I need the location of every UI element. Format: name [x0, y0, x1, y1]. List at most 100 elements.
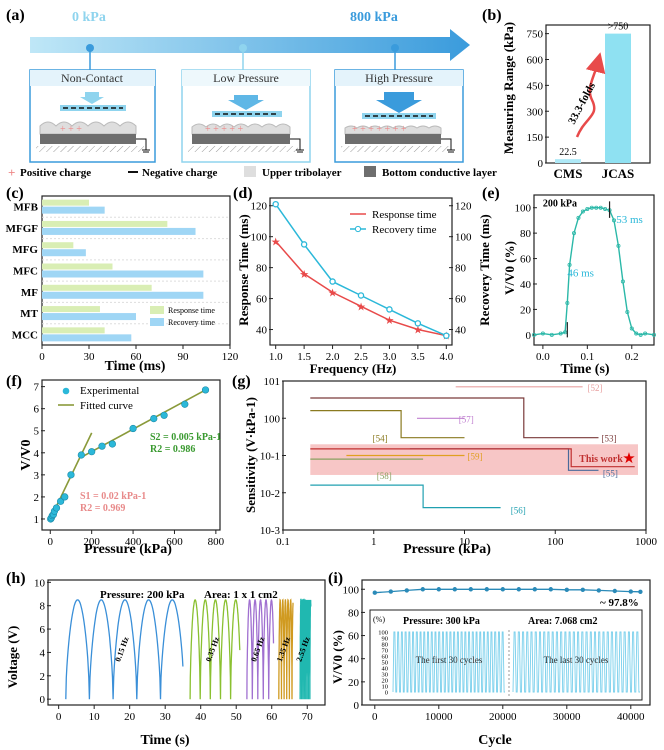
g-series-label: [52]: [587, 383, 602, 393]
f-legend-fit: Fitted curve: [80, 400, 133, 412]
arrow-down-icon: [376, 92, 422, 113]
panel-c: (c) 0 30 60 90 120 MFB MFGF MFG MFC MF MT MCC Respon…: [6, 185, 239, 374]
b-ytick-label: 750: [527, 29, 544, 41]
f-data-point: [67, 471, 75, 479]
state-pin-dot-3: [391, 44, 399, 52]
state-box-low-pressure: Low Pressure + + + + +: [181, 69, 311, 163]
i-inset-ytick-label: 30: [382, 672, 389, 679]
i-retention-point: [580, 587, 585, 593]
f-ytick-label: 7: [34, 382, 40, 394]
state-box-non-contact: Non-Contact + + +: [29, 69, 156, 163]
h-ytick-label: 2: [40, 671, 46, 683]
panel-label-c: (c): [6, 185, 24, 202]
e-signal-point: [572, 231, 577, 236]
e-ytick-label: 0: [526, 330, 532, 342]
c-bar-response-mt: [42, 306, 100, 313]
g-ytick-label: 10-1: [260, 451, 280, 463]
i-inset-ytick-label: 20: [382, 678, 389, 685]
e-signal-point: [567, 262, 572, 267]
d-xlabel: Frequency (Hz): [310, 361, 397, 376]
state-pin-dot-1: [86, 44, 94, 52]
d-xtick-label: 3.0: [383, 351, 397, 363]
f-data-point: [52, 504, 61, 512]
b-xtick-label: JCAS: [602, 166, 635, 181]
d-point-response: ★: [271, 236, 281, 248]
i-inset-first-label: The first 30 cycles: [416, 655, 483, 665]
f-xtick-label: 800: [208, 536, 225, 548]
e-annotation-fall-time: 53 ms: [616, 214, 643, 226]
b-bar-label: 22.5: [559, 147, 577, 158]
c-bar-recovery-mfg: [42, 249, 86, 257]
f-xtick-label: 400: [125, 536, 142, 548]
b-ytick-label: 300: [527, 106, 544, 118]
d-legend-response: Response time: [372, 209, 437, 221]
d-ylabel-right: Recovery Time (ms): [477, 214, 492, 325]
panel-f: (f) 1 2 3 4 5 6 7 0 200 400 600 800 Experimental Fitt…: [6, 373, 225, 557]
c-xtick-label: 30: [84, 351, 96, 363]
i-inset-area: Area: 7.068 cm2: [528, 616, 598, 627]
i-retention-point: [628, 589, 633, 594]
d-ytick-left-label: 80: [256, 263, 268, 275]
pressure-start-label: 0 kPa: [72, 10, 106, 25]
fold-increase-arrow: [575, 52, 606, 138]
c-xtick-label: 60: [131, 351, 143, 363]
e-signal-point: [634, 331, 639, 336]
state-pin-dot-2: [239, 44, 247, 52]
e-ytick-label: 100: [515, 203, 532, 215]
f-ytick-label: 4: [34, 448, 40, 460]
d-point-recovery: [414, 320, 422, 327]
e-signal-point: [629, 326, 634, 331]
e-axes-frame: [533, 194, 655, 346]
f-legend-marker-experimental: [62, 387, 70, 395]
d-point-response: ★: [385, 315, 395, 327]
g-ylabel: Sensitivity (V·kPa-1): [243, 397, 258, 513]
h-annotation-pressure: Pressure: 200 kPa: [100, 589, 185, 601]
h-frequency-label: 0.35 Hz: [204, 635, 221, 663]
d-xtick-label: 2.5: [354, 351, 368, 363]
h-xtick-label: 10: [89, 711, 101, 723]
h-annotation-area: Area: 1 x 1 cm2: [204, 589, 278, 601]
d-ytick-left-label: 100: [251, 232, 268, 244]
h-signal-2-55-Hz: [299, 598, 312, 700]
i-retention-point: [484, 587, 489, 592]
d-ytick-left-label: 120: [251, 201, 268, 213]
i-retention-point: [420, 587, 425, 592]
g-ytick-label: 100: [264, 413, 281, 425]
e-signal-point: [612, 218, 617, 223]
e-signal-point: [532, 332, 537, 337]
i-inset-ytick-label: 70: [382, 648, 389, 655]
e-signal-point: [643, 331, 648, 336]
f-data-point: [61, 493, 69, 501]
panel-label-b: (b): [482, 7, 502, 24]
g-series-label: [54]: [373, 434, 388, 444]
c-bar-recovery-mt: [42, 313, 136, 321]
panel-d: (d) 40 60 80 100 120 40 60 80 100 120 1.0 1.5 2.0 2.5…: [233, 185, 492, 376]
c-xtick-label: 120: [222, 351, 239, 363]
e-annotation-rise-time: 46 ms: [567, 267, 594, 279]
e-signal-point: [558, 331, 563, 336]
e-signal-point: [580, 209, 585, 214]
panel-a: (a) 0 kPa 800 kPa Non-Contact + + +: [6, 7, 497, 180]
i-retention-point: [436, 587, 441, 592]
h-xtick-label: 60: [266, 711, 278, 723]
panel-e: (e) 0 20 40 60 80 100 0.0 0.1 0.2 200 kPa 53 ms 46 …: [482, 185, 657, 377]
panel-a-legend: + Positive charge Negative charge Upper …: [8, 165, 497, 180]
h-ytick-label: 0: [40, 694, 46, 706]
e-xtick-label: 0.1: [580, 351, 594, 363]
h-signal-1-35-Hz: [278, 598, 294, 700]
g-xtick-label: 10: [459, 536, 471, 548]
c-bar-recovery-mf: [42, 291, 204, 299]
h-xlabel: Time (s): [140, 733, 189, 748]
star-icon: ★: [622, 451, 635, 467]
panel-label-a: (a): [6, 7, 25, 24]
i-xtick-label: 10000: [425, 711, 453, 723]
d-legend-marker-recovery: [354, 225, 362, 233]
i-retention-point: [612, 588, 617, 594]
b-ytick-label: 450: [527, 80, 544, 92]
i-inset-ylabel: (%): [373, 615, 385, 624]
i-ytick-label: 60: [348, 631, 360, 643]
f-data-point: [201, 386, 210, 394]
d-ylabel: Response Time (ms): [236, 214, 251, 325]
i-ytick-label: 40: [348, 654, 360, 666]
